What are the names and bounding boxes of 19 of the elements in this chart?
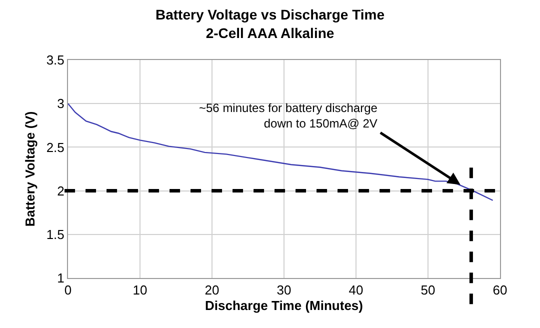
annotation: ~56 minutes for battery discharge down to 150mA@ 2V <box>199 101 378 131</box>
y-tick-label: 3.5 <box>46 52 64 68</box>
chart-subtitle: 2-Cell AAA Alkaline <box>206 24 334 41</box>
line-series <box>68 103 494 201</box>
y-tick-label: 1 <box>57 270 64 286</box>
x-tick-label: 20 <box>204 282 220 298</box>
chart-title: Battery Voltage vs Discharge Time <box>155 6 385 23</box>
x-tick-label: 40 <box>348 282 364 298</box>
y-tick-label: 1.5 <box>46 226 64 242</box>
y-tick-label: 3 <box>57 96 64 112</box>
x-axis-title: Discharge Time (Minutes) <box>205 298 363 314</box>
y-axis-title: Battery Voltage (V) <box>22 111 38 227</box>
y-tick-label: 2 <box>57 183 64 198</box>
x-tick-label: 60 <box>492 282 508 298</box>
y-tick-label: 2.5 <box>46 140 64 155</box>
x-tick-label: 0 <box>64 282 72 298</box>
x-tick-label: 50 <box>420 282 436 298</box>
x-tick-label: 30 <box>276 282 292 298</box>
x-tick-label: 10 <box>132 282 148 298</box>
